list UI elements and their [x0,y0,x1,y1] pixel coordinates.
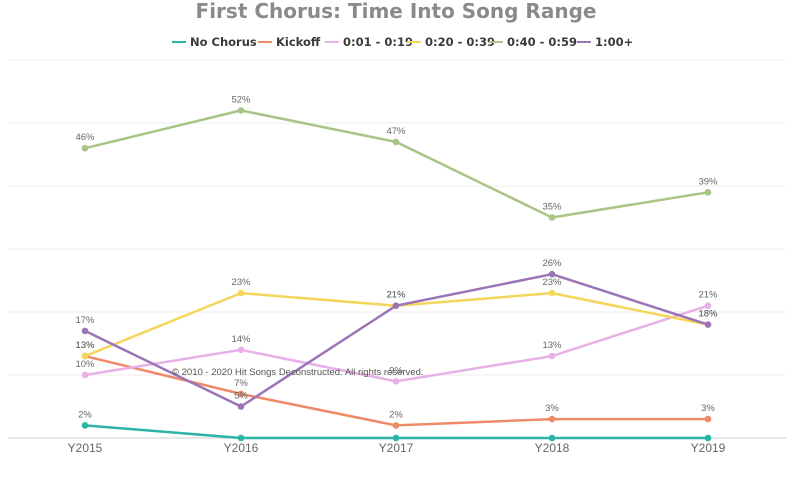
data-label-0-40-0-59: 35% [542,202,562,213]
x-tick-label: Y2018 [535,441,570,455]
data-label-kickoff: 13% [75,340,95,351]
legend-item-1-00[interactable]: 1:00+ [577,35,633,49]
data-point-0-40-0-59[interactable] [237,107,245,114]
x-tick-label: Y2017 [379,441,414,455]
data-label-kickoff: 2% [389,409,403,420]
data-label-0-01-0-19: 21% [698,290,718,301]
data-label-0-40-0-59: 52% [231,94,251,105]
data-label-0-20-0-39: 23% [231,277,251,288]
data-point-no-chorus[interactable] [704,434,712,442]
data-point-0-20-0-39[interactable] [237,289,245,297]
data-label-0-01-0-19: 14% [231,334,251,345]
legend-item-0-20-0-39[interactable]: 0:20 - 0:39 [407,35,495,49]
data-label-kickoff: 3% [545,403,559,414]
data-labels: 2%13%7%2%3% 3%10%14%9%13%21%13%23%21%23%1… [75,94,718,420]
data-points [81,107,712,442]
data-label-0-20-0-39: 13% [75,340,95,351]
data-point-no-chorus[interactable] [237,434,245,442]
series-lines [83,109,710,440]
data-point-1-00[interactable] [81,327,89,335]
data-point-1-00[interactable] [704,321,712,328]
data-point-1-00[interactable] [548,270,556,278]
data-label-0-40-0-59: 47% [386,126,406,137]
data-label-1-00: 17% [75,315,95,326]
gridlines [8,59,786,439]
data-label-1-00: 5% [234,391,248,402]
data-label-kickoff: 3% [701,403,715,414]
data-point-0-40-0-59[interactable] [81,144,89,152]
data-label-0-20-0-39: 21% [386,290,406,301]
chart-title: First Chorus: Time Into Song Range [196,0,597,23]
x-tick-label: Y2019 [691,441,726,455]
data-point-kickoff[interactable] [704,415,712,423]
data-label-0-20-0-39: 18% [698,309,718,320]
legend: No Chorus Kickoff 0:01 - 0:19 0:20 - 0:39 0:… [172,35,633,49]
data-point-0-01-0-19[interactable] [392,378,400,385]
data-label-no-chorus: 2% [78,409,92,420]
data-point-0-01-0-19[interactable] [237,346,245,354]
data-label-0-01-0-19: 9% [389,365,403,376]
data-point-0-40-0-59[interactable] [548,214,556,221]
legend-label: 0:20 - 0:39 [425,35,495,49]
x-tick-label: Y2015 [68,441,103,455]
legend-item-no-chorus[interactable]: No Chorus [172,35,257,49]
data-label-0-40-0-59: 46% [75,132,95,143]
data-label-kickoff: 7% [234,378,248,389]
legend-item-0-40-0-59[interactable]: 0:40 - 0:59 [489,35,577,49]
legend-item-kickoff[interactable]: Kickoff [258,35,321,49]
data-point-0-20-0-39[interactable] [548,289,556,297]
data-label-0-01-0-19: 10% [75,359,95,370]
data-label-1-00: 26% [542,258,562,269]
x-axis-tick-labels: Y2015 Y2016 Y2017 Y2018 Y2019 [68,441,726,455]
data-point-kickoff[interactable] [237,390,245,398]
data-point-0-01-0-19[interactable] [548,352,556,360]
data-point-0-01-0-19[interactable] [704,302,712,310]
legend-label: No Chorus [190,35,257,49]
data-point-no-chorus[interactable] [81,422,89,429]
data-label-0-20-0-39: 23% [542,277,562,288]
legend-item-0-01-0-19[interactable]: 0:01 - 0:19 [325,35,413,49]
data-point-0-40-0-59[interactable] [392,138,400,146]
data-point-0-20-0-39[interactable] [81,352,89,360]
data-point-1-00[interactable] [237,403,245,410]
data-label-0-01-0-19: 13% [542,340,562,351]
legend-label: 0:40 - 0:59 [507,35,577,49]
data-point-kickoff[interactable] [392,422,400,429]
data-label-1-00: 21% [386,290,406,301]
data-point-1-00[interactable] [392,302,400,310]
data-point-0-40-0-59[interactable] [704,189,712,196]
data-point-0-01-0-19[interactable] [81,371,89,379]
data-label-0-40-0-59: 39% [698,176,718,187]
data-point-kickoff[interactable] [548,415,556,423]
legend-label: 1:00+ [595,35,633,49]
data-point-no-chorus[interactable] [392,434,400,442]
legend-label: Kickoff [276,35,321,49]
copyright-annotation: © 2010 - 2020 Hit Songs Deconstructed. A… [172,367,424,378]
x-tick-label: Y2016 [224,441,259,455]
data-label-1-00: 18% [698,309,718,320]
legend-label: 0:01 - 0:19 [343,35,413,49]
data-point-no-chorus[interactable] [548,434,556,442]
